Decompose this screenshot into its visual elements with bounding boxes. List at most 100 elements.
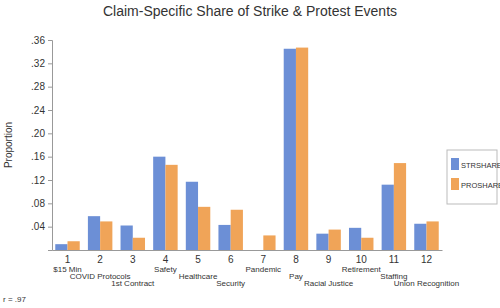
y-axis: .04 .08 .12 .16 .20 .24 .28 .32 .36 bbox=[31, 35, 52, 251]
bar bbox=[263, 235, 275, 250]
x-tick: 7 bbox=[261, 250, 267, 265]
x-tick: 4 bbox=[163, 250, 169, 265]
y-tick-label: .16 bbox=[31, 151, 45, 162]
bar bbox=[186, 182, 198, 250]
bar bbox=[394, 163, 406, 250]
bar bbox=[165, 165, 177, 250]
x-tick-label: 11 bbox=[389, 254, 400, 265]
y-tick-mark bbox=[48, 87, 52, 88]
x-tick-label: 5 bbox=[195, 254, 201, 265]
x-tick-label: 9 bbox=[326, 254, 332, 265]
x-tick: 2 bbox=[97, 250, 103, 265]
bar bbox=[121, 226, 133, 251]
x-tick-label: 10 bbox=[356, 254, 368, 265]
bar bbox=[284, 49, 296, 250]
y-tick-label: .36 bbox=[31, 35, 45, 46]
x-tick: 12 bbox=[421, 250, 433, 265]
legend-box bbox=[447, 150, 497, 204]
bar bbox=[349, 228, 361, 250]
legend-label: PROSHARE bbox=[461, 181, 500, 190]
y-tick: .32 bbox=[31, 58, 52, 69]
x-tick: 9 bbox=[326, 250, 332, 265]
bar bbox=[251, 250, 263, 251]
x-tick-label: 1 bbox=[65, 254, 71, 265]
legend: STRSHARE PROSHARE bbox=[447, 150, 500, 204]
y-tick-label: .20 bbox=[31, 128, 45, 139]
category-name: Pandemic bbox=[246, 265, 282, 274]
category-name: Pay bbox=[289, 272, 303, 281]
bar bbox=[296, 48, 308, 250]
category-name: Security bbox=[216, 279, 245, 288]
x-tick-label: 3 bbox=[130, 254, 136, 265]
y-tick-mark bbox=[48, 157, 52, 158]
x-tick-label: 12 bbox=[421, 254, 433, 265]
bar bbox=[382, 185, 394, 250]
x-axis-line bbox=[53, 250, 443, 251]
x-tick-label: 4 bbox=[163, 254, 169, 265]
category-name: Union Recognition bbox=[394, 279, 459, 288]
y-tick-label: .32 bbox=[31, 58, 45, 69]
annotation: r = .97 bbox=[3, 295, 26, 304]
bar bbox=[231, 210, 243, 250]
bar bbox=[68, 241, 80, 250]
y-tick-mark bbox=[48, 203, 52, 204]
y-tick-mark bbox=[48, 63, 52, 64]
legend-swatch bbox=[451, 158, 459, 170]
x-tick-label: 2 bbox=[97, 254, 103, 265]
y-tick-label: .12 bbox=[31, 175, 45, 186]
y-tick: .36 bbox=[31, 35, 52, 46]
x-tick: 6 bbox=[228, 250, 234, 265]
x-tick: 10 bbox=[356, 250, 368, 265]
y-tick-mark bbox=[48, 180, 52, 181]
bar bbox=[218, 225, 230, 250]
legend-swatch bbox=[451, 178, 459, 190]
bar bbox=[153, 157, 165, 250]
bar bbox=[361, 238, 373, 250]
y-axis-title: Proportion bbox=[3, 122, 14, 168]
category-name: Racial Justice bbox=[304, 279, 354, 288]
x-tick-label: 6 bbox=[228, 254, 234, 265]
x-tick-label: 7 bbox=[261, 254, 267, 265]
bar bbox=[329, 230, 341, 250]
x-tick: 8 bbox=[293, 250, 299, 265]
x-tick-label: 8 bbox=[293, 254, 299, 265]
category-name: Healthcare bbox=[179, 272, 218, 281]
bar bbox=[414, 224, 426, 250]
category-name: Retirement bbox=[342, 265, 382, 274]
y-tick-label: .04 bbox=[31, 221, 45, 232]
y-tick-mark bbox=[48, 227, 52, 228]
y-axis-line bbox=[48, 41, 53, 251]
y-tick-label: .08 bbox=[31, 198, 45, 209]
bar bbox=[426, 221, 438, 250]
bar bbox=[100, 221, 112, 250]
y-tick-mark bbox=[48, 110, 52, 111]
y-tick-mark bbox=[48, 40, 52, 41]
x-tick: 11 bbox=[389, 250, 400, 265]
y-tick: .04 bbox=[31, 221, 52, 232]
x-tick: 1 bbox=[65, 250, 71, 265]
x-axis: 123456789101112 bbox=[53, 250, 443, 265]
legend-label: STRSHARE bbox=[461, 161, 500, 170]
y-tick: .28 bbox=[31, 81, 52, 92]
y-tick: .12 bbox=[31, 175, 52, 186]
bar bbox=[316, 234, 328, 250]
y-tick-label: .24 bbox=[31, 105, 45, 116]
y-tick: .24 bbox=[31, 105, 52, 116]
chart: Claim-Specific Share of Strike & Protest… bbox=[0, 0, 500, 308]
category-name: 1st Contract bbox=[111, 279, 155, 288]
y-tick: .16 bbox=[31, 151, 52, 162]
x-tick: 5 bbox=[195, 250, 201, 265]
bar bbox=[55, 244, 67, 250]
bar bbox=[133, 238, 145, 250]
y-tick: .20 bbox=[31, 128, 52, 139]
category-names: $15 MinCOVID Protocols1st ContractSafety… bbox=[53, 265, 459, 288]
y-tick: .08 bbox=[31, 198, 52, 209]
y-tick-label: .28 bbox=[31, 81, 45, 92]
title: Claim-Specific Share of Strike & Protest… bbox=[103, 3, 397, 19]
bar bbox=[198, 207, 210, 250]
y-tick-mark bbox=[48, 133, 52, 134]
bars bbox=[55, 48, 438, 250]
x-tick: 3 bbox=[130, 250, 136, 265]
category-name: Safety bbox=[154, 265, 177, 274]
bar bbox=[88, 216, 100, 250]
